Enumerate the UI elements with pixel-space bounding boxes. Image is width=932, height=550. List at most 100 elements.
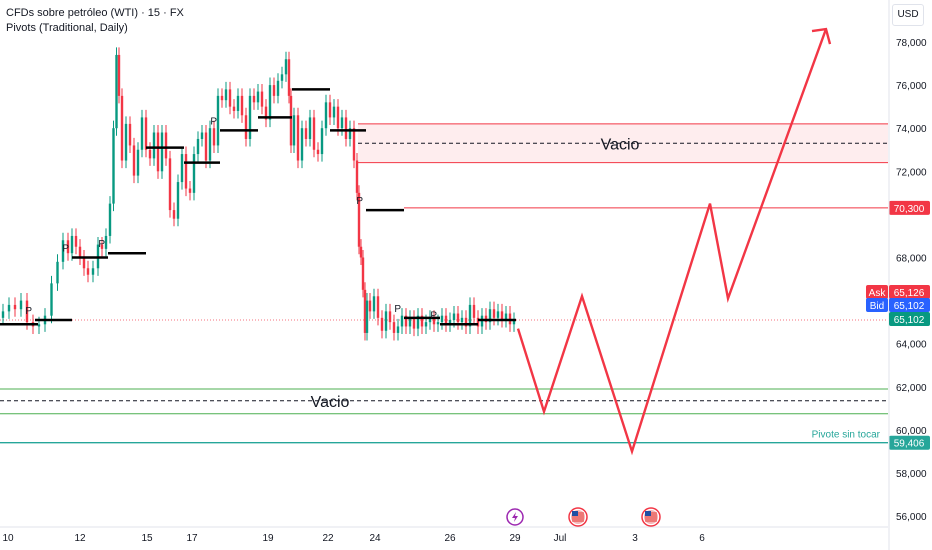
candle-body [100,244,104,249]
pivot-label: P [62,244,69,255]
candle-body [164,132,168,159]
candle-body [428,317,432,323]
price-tag-value: 65,102 [894,315,925,326]
x-tick-label: 12 [74,533,86,544]
candle-body [91,268,95,275]
candle-body [280,74,284,81]
candle-body [365,300,369,333]
pivot-label: P [356,196,363,207]
candle-body [13,304,17,310]
candle-body [148,149,152,159]
y-tick-label: 56,000 [896,512,927,523]
candle-body [287,59,291,96]
candle-body [368,300,372,312]
candle-body [1,311,5,318]
candle-body [168,158,172,211]
candle-body [500,311,504,320]
candle-body [357,192,361,247]
candle-body [244,115,248,139]
candle-body [188,188,192,193]
level-price-tag [889,435,930,450]
candle-body [224,89,228,101]
candle-body [74,235,78,247]
candle-body [82,257,86,269]
candle-body [156,132,160,172]
candle-body [300,128,304,161]
candle-body [296,115,300,161]
candle-body [78,246,82,258]
x-tick-label: 26 [444,533,456,544]
candle-body [372,296,376,312]
candle-body [117,54,121,96]
candle-body [432,317,436,325]
candle-body [216,95,220,146]
level-price-tag [889,200,930,215]
candle-body [436,322,440,325]
x-tick-label: 10 [2,533,14,544]
candle-body [124,123,128,161]
candle-body [448,319,452,325]
price-layer [1,47,516,341]
price-tag-name-box [866,298,888,312]
candle-body [316,149,320,155]
pivot-label: P [394,304,401,315]
y-tick-label: 78,000 [896,38,927,49]
candle-body [348,128,352,139]
candle-body [70,235,74,254]
price-tags-layer: Ask 65,126 Bid 65,102 65,102 [866,285,930,326]
candle-body [132,145,136,176]
candle-body [504,313,508,320]
candle-body [252,95,256,103]
candle-body [19,300,23,310]
candle-body [340,117,344,129]
candle-body [152,132,156,159]
candle-body [400,315,404,327]
x-tick-label: 15 [141,533,153,544]
candle-body [104,235,108,249]
us-flag-canton [572,511,578,516]
candle-body [108,203,112,236]
x-tick-label: Jul [554,533,567,544]
candle-body [352,128,356,161]
candle-body [37,324,41,327]
candle-body [496,311,500,318]
currency-button[interactable]: USD [892,4,924,26]
candle-body [212,128,216,146]
candle-body [359,246,363,258]
pivot-label: P [98,239,105,250]
candle-body [228,89,232,107]
chart-header: CFDs sobre petróleo (WTI) · 15 · FX Pivo… [6,6,184,36]
candle-body [208,128,212,161]
y-tick-label: 64,000 [896,340,927,351]
candle-body [272,85,276,96]
candle-body [384,311,388,331]
candle-body [276,80,280,96]
level-price-text: 70,300 [894,204,925,215]
candle-body [220,95,224,101]
candle-body [332,106,336,118]
x-tick-label: 3 [632,533,638,544]
candle-body [468,304,472,327]
candle-body [452,313,456,320]
candle-body [392,322,396,333]
candle-body [308,117,312,139]
indicator-label[interactable]: Pivots (Traditional, Daily) [6,22,128,34]
candle-body [492,309,496,318]
pivot-label: P [210,116,217,127]
symbol-title[interactable]: CFDs sobre petróleo (WTI) · 15 · FX [6,7,184,19]
candle-body [236,95,240,111]
projection-layer [516,27,832,456]
candle-body [304,128,308,139]
y-tick-label: 58,000 [896,469,927,480]
x-tick-label: 17 [186,533,198,544]
candle-body [56,261,59,284]
x-tick-label: 24 [369,533,381,544]
candle-body [336,106,340,129]
candle-body [424,322,428,327]
candle-body [176,182,180,219]
zones-layer: Vacio Vacio [0,123,888,415]
candle-body [420,315,424,327]
candle-body [328,102,332,118]
candle-body [324,102,328,129]
